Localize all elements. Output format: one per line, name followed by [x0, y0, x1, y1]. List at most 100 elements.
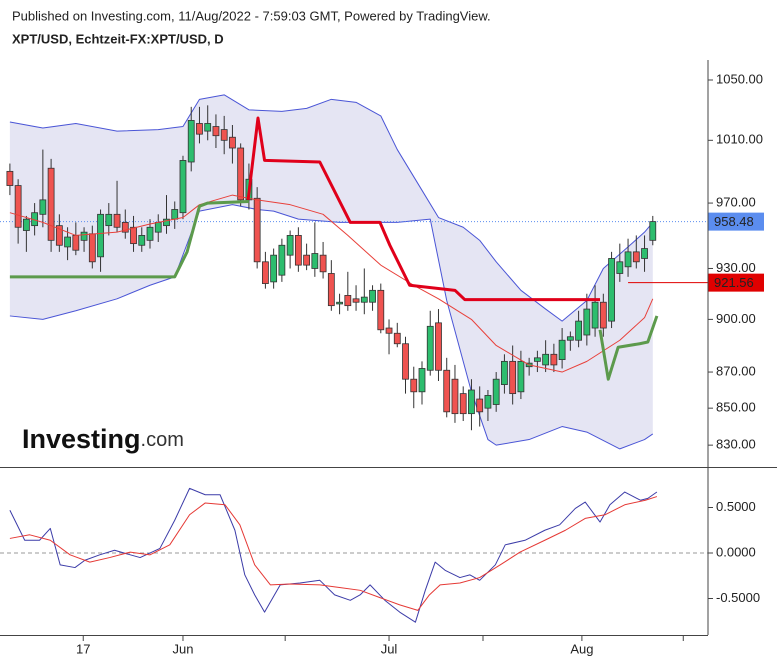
candle-body — [575, 320, 582, 341]
band-upper — [9, 94, 654, 322]
candle-body — [121, 221, 129, 233]
candle-body — [393, 332, 401, 345]
candle-body — [105, 213, 113, 227]
candle-body — [410, 378, 418, 393]
y-tick-label: 830.00 — [716, 437, 756, 452]
candle-body — [270, 254, 278, 283]
y-tick-label: -0.5000 — [716, 590, 760, 605]
y-tick-label: 1050.00 — [716, 71, 763, 86]
y-tick-label: 900.00 — [716, 311, 756, 326]
candle-body — [14, 185, 22, 228]
candle-body — [501, 360, 508, 385]
logo-suffix: .com — [141, 429, 184, 451]
x-tick-label: 17 — [76, 641, 90, 656]
candle-body — [261, 261, 269, 284]
candle-body — [352, 298, 360, 303]
published-note: Published on Investing.com, 11/Aug/2022 … — [12, 8, 491, 23]
candle-body — [204, 123, 212, 132]
candle-body — [451, 378, 459, 415]
candle-body — [533, 357, 541, 362]
indicator-line — [9, 496, 658, 611]
candle-body — [327, 273, 335, 307]
y-tick-label: 0.0000 — [716, 544, 756, 559]
chart-title: XPT/USD, Echtzeit-FX:XPT/USD, D — [12, 31, 224, 46]
candle-body — [336, 301, 343, 305]
candle-body — [237, 147, 245, 201]
candle-body — [179, 160, 187, 214]
candle-body — [509, 360, 517, 395]
candle-body — [55, 225, 63, 246]
candle-body — [624, 251, 632, 268]
candle-body — [360, 296, 368, 303]
candle-body — [583, 308, 591, 336]
price-tag-label: 958.48 — [714, 214, 754, 229]
candle-body — [641, 248, 648, 259]
y-tick-label: 930.00 — [716, 260, 756, 275]
candle-body — [385, 327, 393, 334]
candle-body — [616, 261, 624, 274]
x-tick-label: Jun — [172, 641, 193, 656]
plot-layer: 1050.00 1010.00 970.00 930.00 900.00 870.00 85… — [0, 60, 777, 656]
logo-main: Investing — [22, 424, 141, 454]
x-tick-label: Jul — [381, 641, 398, 656]
candle-body — [47, 167, 55, 241]
candle-body — [599, 301, 607, 329]
candle-body — [492, 378, 500, 405]
candle-body — [171, 209, 179, 220]
candle-body — [649, 221, 657, 241]
indicator-line — [246, 116, 601, 302]
candle-body — [163, 218, 170, 227]
candle-body — [517, 360, 525, 393]
candle-body — [253, 197, 261, 263]
candle-body — [220, 129, 228, 141]
y-tick-label: 870.00 — [716, 363, 756, 378]
candle-body — [113, 213, 121, 228]
price-tag — [708, 273, 764, 292]
candle-body — [402, 343, 409, 380]
candle-body — [558, 339, 566, 360]
candle-body — [286, 235, 294, 256]
candle-body — [319, 254, 327, 273]
candle-body — [22, 218, 30, 231]
indicator-line — [9, 487, 658, 623]
candle-body — [435, 322, 442, 371]
indicator-line — [598, 315, 659, 381]
candle-body — [369, 289, 376, 303]
candle-body — [377, 289, 385, 331]
y-tick-label: 850.00 — [716, 400, 756, 415]
candle-body — [542, 353, 550, 366]
candle-body — [72, 235, 80, 251]
candle-body — [154, 221, 162, 233]
candle-body — [80, 231, 88, 241]
y-tick-label: 970.00 — [716, 195, 756, 210]
candle-body — [344, 295, 352, 307]
candle-body — [196, 123, 203, 135]
candle-body — [64, 236, 71, 248]
candle-body — [418, 368, 426, 393]
candle-body — [550, 353, 558, 366]
candle-body — [426, 325, 434, 371]
candle-body — [146, 226, 154, 241]
indicator-line — [9, 199, 249, 279]
candle-body — [187, 120, 195, 163]
candle-body — [229, 136, 236, 149]
candle-body — [468, 389, 475, 415]
candle-body — [476, 398, 484, 413]
candle-body — [294, 235, 302, 266]
candle-body — [443, 369, 451, 413]
candle-body — [88, 233, 96, 263]
candle-body — [566, 336, 574, 341]
x-tick-label: Aug — [570, 641, 593, 656]
price-tag — [708, 212, 764, 231]
candle-body — [138, 235, 146, 246]
band-fill — [9, 94, 653, 449]
candle-body — [632, 251, 640, 263]
candle-body — [212, 126, 220, 137]
candle-body — [591, 301, 599, 329]
candle-body — [484, 395, 492, 409]
price-tag-label: 921.56 — [714, 275, 754, 290]
candle-body — [6, 170, 14, 186]
candle-body — [278, 244, 286, 276]
indicator-line — [9, 194, 654, 373]
